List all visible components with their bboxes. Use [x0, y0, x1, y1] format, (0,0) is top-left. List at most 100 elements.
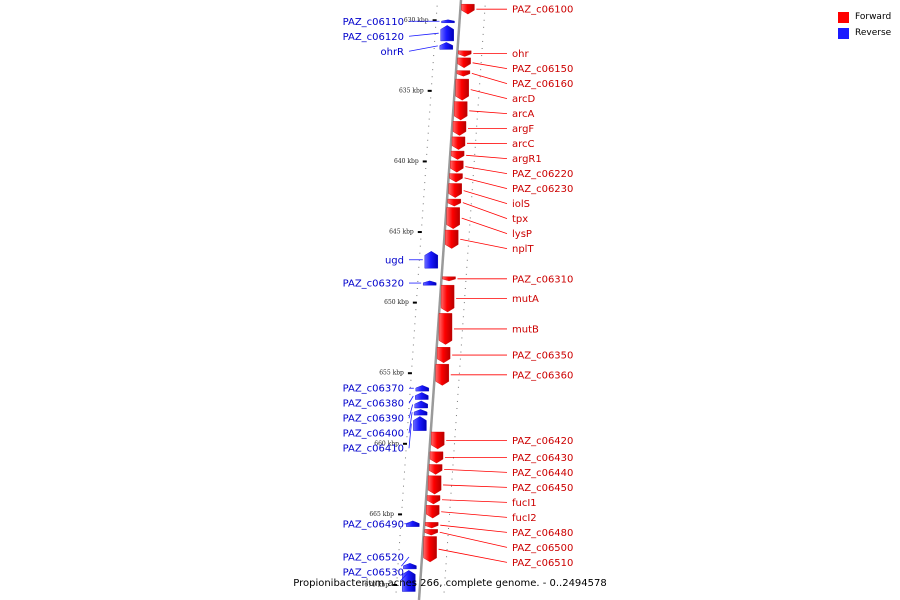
- gene-arrow-PAZ_c06420[interactable]: [431, 431, 445, 450]
- gene-label[interactable]: PAZ_c06100: [512, 5, 573, 16]
- gene-label[interactable]: PAZ_c06160: [512, 79, 573, 90]
- gene-label[interactable]: PAZ_c06110: [343, 17, 404, 28]
- gene-arrow-PAZ_c06360[interactable]: [435, 364, 449, 386]
- gene-arrow-argR1[interactable]: [450, 150, 465, 160]
- minor-tick: [480, 62, 482, 64]
- gene-label[interactable]: nplT: [512, 244, 534, 255]
- gene-arrow-PAZ_c06380[interactable]: [415, 392, 429, 400]
- gene-label[interactable]: argF: [512, 124, 534, 135]
- gene-label[interactable]: PAZ_c06510: [512, 558, 573, 569]
- gene-arrow-ugd[interactable]: [424, 251, 438, 269]
- gene-label[interactable]: PAZ_c06480: [512, 528, 573, 539]
- gene-label[interactable]: PAZ_c06320: [343, 279, 404, 290]
- gene-arrow-tpx[interactable]: [447, 198, 461, 207]
- scale-ticks: 630 kbp 635 kbp 640 kbp 645 kbp 650 kbp 655 k…: [364, 17, 437, 588]
- gene-arrow-nplT[interactable]: [445, 229, 459, 249]
- gene-label[interactable]: PAZ_c06520: [343, 553, 404, 564]
- gene-label[interactable]: ohr: [512, 49, 529, 60]
- gene-arrow-arcD[interactable]: [455, 78, 469, 101]
- gene-label[interactable]: fucI2: [512, 513, 537, 524]
- gene-arrow-PAZ_c06310[interactable]: [442, 276, 456, 282]
- gene-label[interactable]: PAZ_c06420: [512, 436, 573, 447]
- gene-arrow-arcA[interactable]: [454, 101, 468, 121]
- gene-arrow-PAZ_c06430[interactable]: [429, 451, 444, 464]
- gene-arrow-ohr[interactable]: [458, 50, 472, 57]
- gene-label[interactable]: PAZ_c06410: [343, 444, 404, 455]
- minor-tick: [426, 146, 428, 148]
- gene-label[interactable]: PAZ_c06370: [343, 384, 404, 395]
- major-tick: [393, 583, 398, 586]
- gene-arrow-PAZ_c06370[interactable]: [415, 385, 429, 392]
- gene-arrow-PAZ_c06520[interactable]: [403, 563, 417, 570]
- gene-arrow-fucI1[interactable]: [426, 495, 441, 505]
- gene-label[interactable]: fucI1: [512, 498, 537, 509]
- gene-label[interactable]: arcA: [512, 109, 535, 120]
- gene-label[interactable]: PAZ_c06220: [512, 169, 573, 180]
- minor-tick: [479, 76, 481, 78]
- gene-arrow-PAZ_c06490[interactable]: [406, 520, 420, 527]
- gene-arrow-PAZ_c06410[interactable]: [413, 416, 427, 431]
- gene-arrow-mutA[interactable]: [440, 285, 455, 313]
- gene-label[interactable]: PAZ_c06450: [512, 483, 573, 494]
- gene-arrow-mutB[interactable]: [438, 313, 453, 345]
- gene-leader-line: [463, 190, 508, 205]
- gene-label[interactable]: PAZ_c06440: [512, 468, 573, 479]
- gene-label[interactable]: ohrR: [380, 47, 404, 58]
- gene-arrow-PAZ_c06400[interactable]: [413, 409, 428, 416]
- gene-label[interactable]: PAZ_c06310: [512, 274, 573, 285]
- gene-label[interactable]: argR1: [512, 154, 542, 165]
- gene-label[interactable]: PAZ_c06350: [512, 351, 573, 362]
- gene-label[interactable]: lysP: [512, 229, 532, 240]
- minor-tick: [408, 408, 410, 409]
- minor-tick: [431, 83, 433, 85]
- gene-label[interactable]: PAZ_c06500: [512, 543, 573, 554]
- gene-label[interactable]: iolS: [512, 199, 530, 210]
- gene-arrow-lysP[interactable]: [446, 207, 460, 229]
- gene-arrow-PAZ_c06120[interactable]: [440, 25, 454, 42]
- minor-tick: [447, 535, 449, 537]
- gene-label[interactable]: PAZ_c06400: [343, 429, 404, 440]
- gene-label[interactable]: ugd: [385, 255, 404, 266]
- gene-arrow-PAZ_c06440[interactable]: [428, 464, 443, 475]
- gene-arrow-fucI2[interactable]: [426, 505, 440, 519]
- gene-label[interactable]: mutB: [512, 324, 539, 335]
- gene-arrow-PAZ_c06230[interactable]: [449, 173, 463, 183]
- minor-tick: [464, 288, 466, 289]
- gene-arrow-PAZ_c06390[interactable]: [414, 400, 428, 409]
- gene-label[interactable]: mutA: [512, 294, 539, 305]
- gene-arrow-PAZ_c06160[interactable]: [456, 70, 471, 77]
- gene-arrow-argF[interactable]: [452, 121, 467, 136]
- gene-arrow-PAZ_c06350[interactable]: [436, 347, 451, 364]
- gene-label[interactable]: PAZ_c06530: [343, 568, 404, 579]
- gene-label[interactable]: arcC: [512, 139, 535, 150]
- gene-arrow-PAZ_c06450[interactable]: [427, 475, 442, 495]
- gene-label[interactable]: tpx: [512, 214, 528, 225]
- gene-label[interactable]: PAZ_c06430: [512, 453, 573, 464]
- minor-tick: [448, 520, 450, 522]
- gene-arrow-PAZ_c06220[interactable]: [450, 160, 464, 173]
- gene-arrow-PAZ_c06150[interactable]: [457, 57, 471, 69]
- gene-arrow-PAZ_c06510[interactable]: [423, 536, 437, 563]
- gene-label[interactable]: arcD: [512, 94, 536, 105]
- gene-arrow-iolS[interactable]: [448, 183, 462, 198]
- gene-label[interactable]: PAZ_c06390: [343, 414, 404, 425]
- gene-label[interactable]: PAZ_c06360: [512, 370, 573, 381]
- minor-tick: [457, 393, 459, 395]
- legend: Forward Reverse: [838, 9, 891, 41]
- minor-tick: [427, 132, 429, 134]
- minor-tick: [404, 457, 406, 459]
- gene-arrow-PAZ_c06480[interactable]: [425, 522, 439, 529]
- gene-arrow-PAZ_c06100[interactable]: [461, 3, 475, 15]
- gene-label[interactable]: PAZ_c06490: [343, 519, 404, 530]
- gene-label[interactable]: PAZ_c06150: [512, 64, 573, 75]
- gene-arrow-PAZ_c06110[interactable]: [441, 19, 455, 23]
- gene-label[interactable]: PAZ_c06230: [512, 184, 573, 195]
- gene-arrow-PAZ_c06500[interactable]: [424, 529, 438, 536]
- minor-tick: [447, 542, 449, 544]
- gene-arrow-arcC[interactable]: [451, 136, 466, 150]
- gene-label[interactable]: PAZ_c06120: [343, 32, 404, 43]
- minor-tick: [478, 97, 480, 99]
- gene-arrow-PAZ_c06320[interactable]: [423, 280, 437, 286]
- gene-arrow-ohrR[interactable]: [439, 42, 453, 50]
- gene-label[interactable]: PAZ_c06380: [343, 399, 404, 410]
